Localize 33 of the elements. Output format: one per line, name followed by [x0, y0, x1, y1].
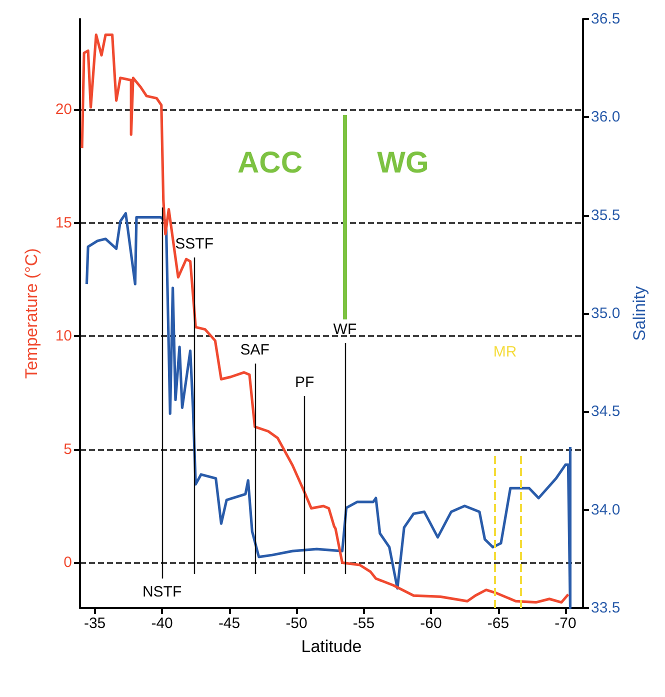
y-tick-label: 15	[55, 214, 72, 232]
x-tick-label: -45	[218, 615, 240, 632]
ref-line-label: WF	[333, 320, 357, 338]
y2-tick-label: 33.5	[591, 600, 620, 616]
y2-tick-label: 36.0	[591, 108, 620, 126]
ref-line-label: NSTF	[142, 584, 182, 601]
y-tick-label: 5	[64, 440, 72, 458]
y2-tick-label: 36.5	[591, 10, 620, 28]
ref-line-label: PF	[295, 374, 314, 391]
x-axis-title: Latitude	[301, 637, 362, 656]
x-tick-label: -65	[487, 615, 510, 632]
x-tick-label: -35	[84, 615, 106, 632]
x-tick-label: -50	[286, 615, 308, 632]
x-tick-label: -60	[420, 615, 442, 632]
ref-line-label: SAF	[240, 342, 270, 359]
annotation: ACC	[238, 146, 302, 180]
x-tick-label: -70	[554, 615, 576, 632]
y-tick-label: 20	[55, 101, 72, 118]
x-tick-label: -55	[352, 615, 375, 632]
line-series	[80, 34, 570, 604]
y2-tick-label: 35.5	[591, 206, 620, 224]
y2-axis-title: Salinity	[630, 286, 650, 341]
x-tick-label: -40	[151, 615, 173, 632]
y-tick-label: 10	[55, 328, 72, 345]
y-axis-title: Temperature (°C)	[22, 248, 41, 379]
ref-line-label: SSTF	[175, 236, 214, 253]
y2-tick-label: 34.5	[591, 403, 620, 420]
annotation: MR	[493, 344, 517, 360]
y2-tick-label: 34.0	[591, 501, 620, 518]
annotation: WG	[377, 146, 429, 180]
line-series	[85, 212, 572, 610]
y-tick-label: 0	[64, 554, 72, 572]
y2-tick-label: 35.0	[591, 305, 620, 322]
